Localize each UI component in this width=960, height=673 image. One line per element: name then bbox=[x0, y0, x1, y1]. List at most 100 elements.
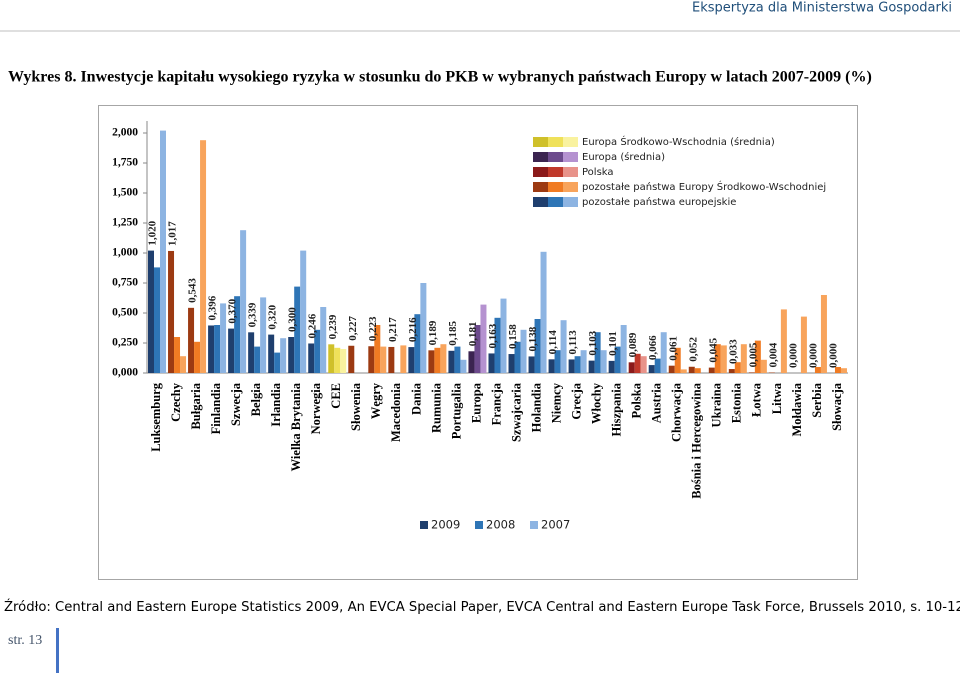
bar bbox=[600, 350, 607, 373]
bar bbox=[188, 307, 195, 373]
y-tick-label: 0,000 bbox=[112, 367, 138, 379]
legend-swatch bbox=[563, 167, 578, 177]
data-label: 0,113 bbox=[567, 330, 579, 355]
bar bbox=[654, 358, 661, 373]
bar bbox=[634, 353, 641, 373]
bar bbox=[160, 130, 166, 373]
bar bbox=[548, 359, 555, 373]
data-label: 0,370 bbox=[227, 298, 239, 323]
bar bbox=[488, 353, 495, 373]
x-tick-label: Słowenia bbox=[349, 382, 363, 431]
legend-label: Europa Środkowo-Wschodnia (średnia) bbox=[582, 135, 775, 148]
bar bbox=[220, 303, 227, 373]
x-tick-label: Grecja bbox=[569, 382, 583, 419]
data-label: 1,017 bbox=[167, 221, 179, 246]
data-label: 0,103 bbox=[587, 330, 599, 355]
x-tick-label: Irlandia bbox=[269, 382, 283, 427]
bar bbox=[228, 328, 235, 373]
data-label: 0,101 bbox=[607, 331, 619, 356]
data-label: 0,052 bbox=[687, 337, 699, 362]
legend-label: 2009 bbox=[431, 518, 460, 532]
bar bbox=[620, 325, 627, 373]
bar bbox=[834, 367, 841, 373]
data-label: 0,045 bbox=[707, 337, 719, 362]
bar bbox=[748, 372, 755, 373]
bar bbox=[414, 314, 421, 373]
legend-swatch bbox=[533, 137, 548, 147]
legend-swatch bbox=[533, 152, 548, 162]
data-label: 0,158 bbox=[507, 324, 519, 349]
bar bbox=[460, 359, 467, 373]
bar bbox=[348, 345, 355, 373]
bar bbox=[668, 365, 675, 373]
bar bbox=[254, 346, 261, 373]
running-header: Ekspertyza dla Ministerstwa Gospodarki bbox=[692, 1, 952, 16]
page-number: str. 13 bbox=[8, 633, 42, 648]
legend-swatch bbox=[533, 182, 548, 192]
bar bbox=[148, 250, 154, 373]
x-tick-label: Słowacja bbox=[830, 382, 844, 431]
bar bbox=[320, 307, 327, 373]
bar bbox=[580, 350, 587, 373]
x-tick-label: Bułgaria bbox=[189, 382, 203, 429]
bar bbox=[334, 347, 341, 373]
data-label: 0,396 bbox=[207, 295, 219, 320]
x-tick-label: Polska bbox=[630, 382, 644, 418]
x-tick-label: Włochy bbox=[590, 382, 604, 424]
x-tick-label: Estonia bbox=[730, 382, 744, 423]
bar bbox=[454, 346, 461, 373]
y-tick-label: 2,000 bbox=[112, 127, 138, 139]
data-label: 0,320 bbox=[267, 304, 279, 329]
data-label: 0,216 bbox=[407, 317, 419, 342]
bar bbox=[468, 351, 475, 373]
bar bbox=[340, 349, 347, 373]
bar bbox=[800, 316, 807, 373]
bar bbox=[660, 332, 667, 373]
bar bbox=[614, 346, 621, 373]
legend-label: 2008 bbox=[486, 518, 515, 532]
data-label: 0,004 bbox=[767, 342, 779, 367]
x-tick-label: Serbia bbox=[810, 382, 824, 417]
bar bbox=[288, 337, 295, 373]
bar bbox=[260, 297, 267, 373]
legend-swatch bbox=[548, 182, 563, 192]
data-label: 0,339 bbox=[247, 302, 259, 327]
data-label: 0,114 bbox=[547, 330, 559, 355]
legend-swatch bbox=[563, 197, 578, 207]
x-tick-label: Hiszpania bbox=[610, 382, 624, 436]
data-label: 0,239 bbox=[327, 314, 339, 339]
data-label: 0,000 bbox=[787, 343, 799, 368]
y-tick-label: 1,000 bbox=[112, 247, 138, 259]
bar bbox=[280, 338, 287, 373]
x-tick-label: Szwajcaria bbox=[509, 382, 523, 442]
legend-label: 2007 bbox=[541, 518, 570, 532]
legend-swatch bbox=[530, 521, 538, 529]
data-label: 0,138 bbox=[527, 326, 539, 351]
bar bbox=[480, 304, 487, 373]
bar bbox=[820, 295, 827, 373]
x-tick-label: Finlandia bbox=[209, 382, 223, 434]
x-tick-label: Węgry bbox=[369, 382, 383, 419]
x-tick-label: Europa bbox=[469, 382, 483, 423]
bar bbox=[168, 250, 175, 373]
data-label: 0,300 bbox=[287, 307, 299, 332]
bar bbox=[640, 356, 647, 373]
bar bbox=[534, 319, 541, 373]
page-bar bbox=[56, 628, 59, 673]
data-label: 0,000 bbox=[807, 343, 819, 368]
bar bbox=[814, 367, 821, 373]
legend-swatch bbox=[533, 167, 548, 177]
bar bbox=[540, 251, 547, 373]
data-label: 1,020 bbox=[147, 220, 159, 245]
bar bbox=[574, 356, 581, 373]
y-tick-label: 1,500 bbox=[112, 187, 138, 199]
bar bbox=[400, 345, 407, 373]
x-tick-label: CEE bbox=[329, 383, 343, 409]
legend-swatch bbox=[563, 137, 578, 147]
bar bbox=[560, 320, 567, 373]
bar bbox=[714, 344, 721, 373]
x-tick-label: Ukraina bbox=[710, 382, 724, 427]
bar bbox=[274, 352, 281, 373]
x-tick-label: Łotwa bbox=[750, 382, 764, 417]
